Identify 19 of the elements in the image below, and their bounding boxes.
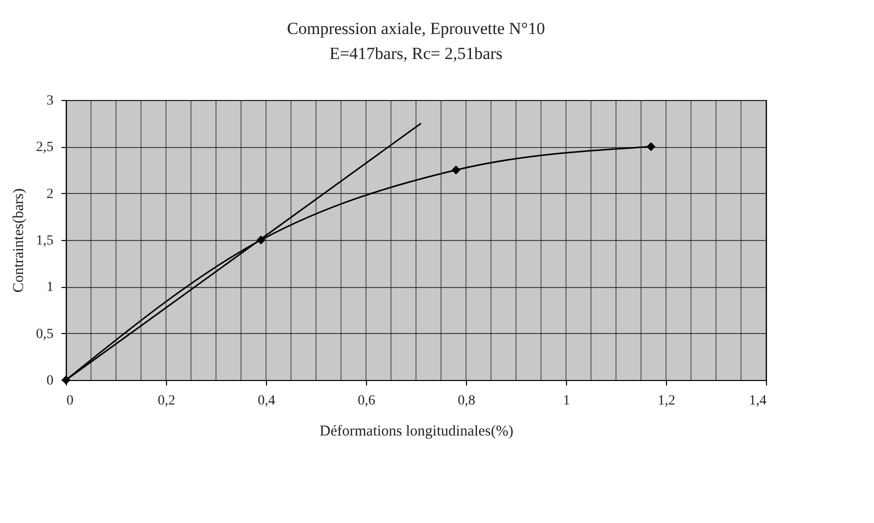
y-axis-title: Contraintes(bars) — [11, 188, 27, 293]
x-axis-title: Déformations longitudinales(%) — [320, 424, 514, 440]
x-tick-label: 0,8 — [458, 394, 476, 408]
y-tick-label: 2 — [46, 186, 54, 202]
y-tick-label: 1,5 — [36, 234, 54, 248]
x-tick-label: 1 — [563, 394, 570, 408]
chart-subtitle: E=417bars, Rc= 2,51bars — [329, 44, 503, 63]
x-tick-label: 0,2 — [158, 394, 176, 408]
y-tick-label: 0,5 — [36, 326, 54, 342]
x-tick-label: 0,4 — [258, 394, 276, 408]
x-tick-label: 0 — [66, 394, 74, 408]
y-tick-label: 0 — [46, 374, 54, 388]
y-tick-label: 3 — [46, 94, 54, 108]
chart-title: Compression axiale, Eprouvette N°10 — [287, 19, 545, 38]
x-tick-label: 0,6 — [358, 394, 376, 408]
y-tick-label: 2,5 — [36, 140, 54, 156]
y-tick-label: 1 — [46, 280, 54, 296]
x-tick-label: 1,2 — [658, 394, 676, 408]
x-tick-label: 1,4 — [749, 394, 766, 408]
